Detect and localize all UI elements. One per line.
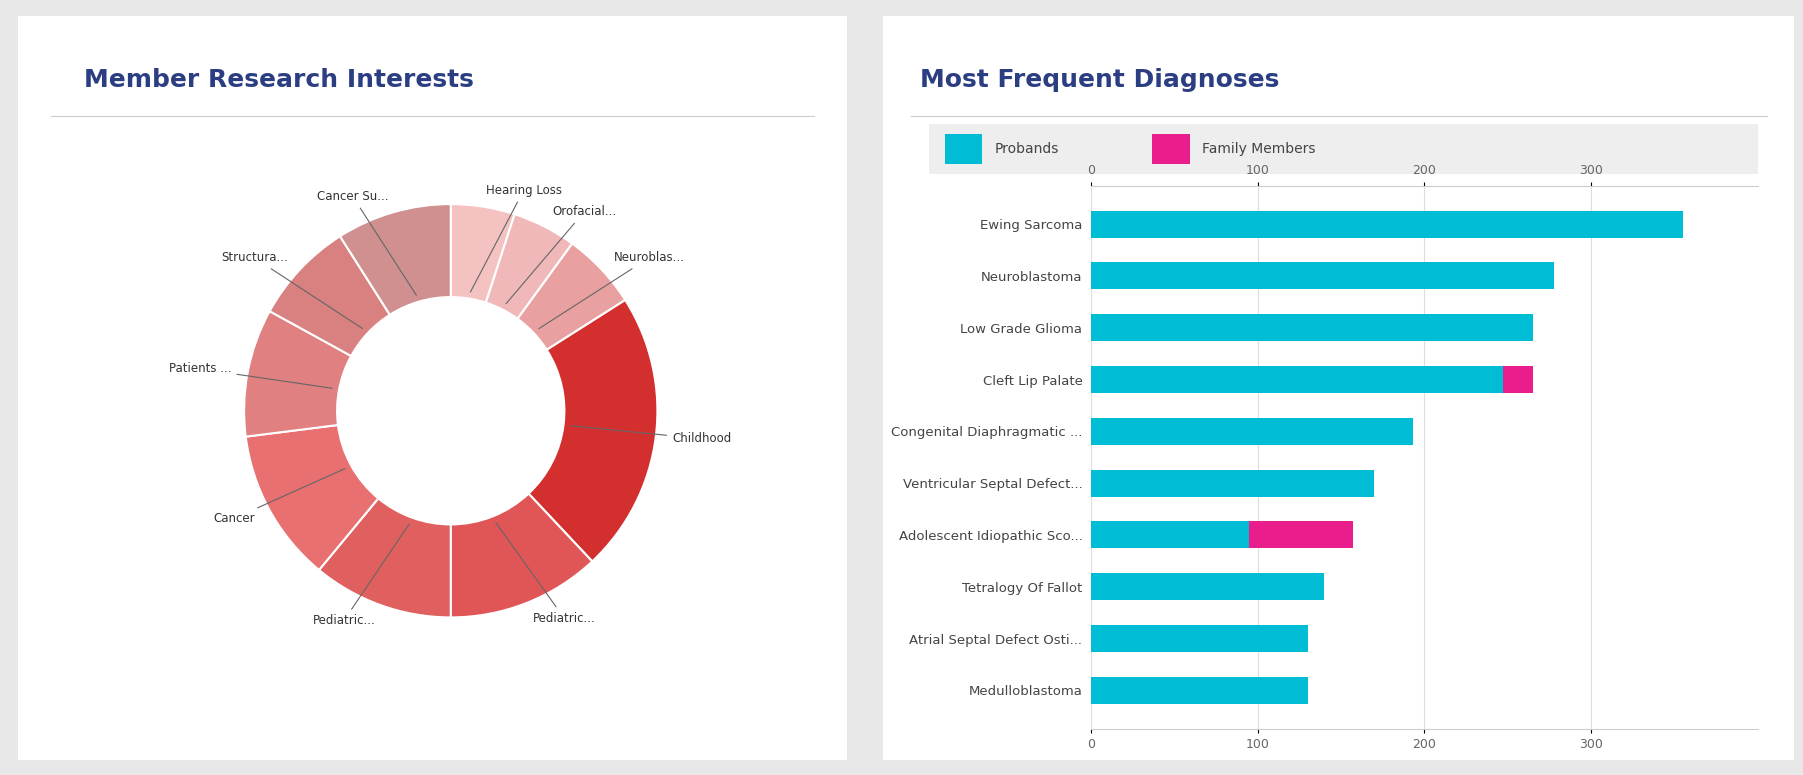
Wedge shape <box>451 204 514 303</box>
Text: Family Members: Family Members <box>1203 142 1316 157</box>
Wedge shape <box>245 425 379 570</box>
Wedge shape <box>451 494 591 618</box>
FancyBboxPatch shape <box>912 123 1774 175</box>
Bar <box>1091 211 1682 238</box>
Wedge shape <box>243 312 352 436</box>
Wedge shape <box>319 498 451 618</box>
Bar <box>1091 625 1307 652</box>
Bar <box>1091 574 1323 600</box>
Text: Probands: Probands <box>995 142 1060 157</box>
Text: Hearing Loss: Hearing Loss <box>471 184 563 292</box>
Text: Patients ...: Patients ... <box>169 363 332 388</box>
Bar <box>1091 418 1414 445</box>
Text: Member Research Interests: Member Research Interests <box>85 67 474 91</box>
Text: Childhood: Childhood <box>570 425 732 445</box>
FancyBboxPatch shape <box>874 8 1803 767</box>
Bar <box>1091 522 1249 549</box>
Text: Neuroblas...: Neuroblas... <box>539 251 685 329</box>
Text: Pediatric...: Pediatric... <box>312 524 409 627</box>
Wedge shape <box>528 300 658 561</box>
Bar <box>1502 366 1533 393</box>
Text: Cancer: Cancer <box>213 469 344 525</box>
Bar <box>1152 134 1190 164</box>
Text: Cancer Su...: Cancer Su... <box>317 190 416 295</box>
Bar <box>1091 263 1554 289</box>
Bar <box>1091 366 1502 393</box>
Text: Most Frequent Diagnoses: Most Frequent Diagnoses <box>920 67 1280 91</box>
Wedge shape <box>485 214 572 319</box>
Text: Pediatric...: Pediatric... <box>496 522 595 625</box>
Bar <box>1249 522 1352 549</box>
Wedge shape <box>517 243 626 350</box>
Bar <box>1091 315 1533 341</box>
Text: Structura...: Structura... <box>222 251 362 329</box>
FancyBboxPatch shape <box>9 8 856 767</box>
Text: Orofacial...: Orofacial... <box>507 205 617 304</box>
Wedge shape <box>341 204 451 315</box>
Bar <box>1091 470 1374 497</box>
Wedge shape <box>270 236 389 356</box>
Bar <box>945 134 983 164</box>
Bar <box>1091 677 1307 704</box>
